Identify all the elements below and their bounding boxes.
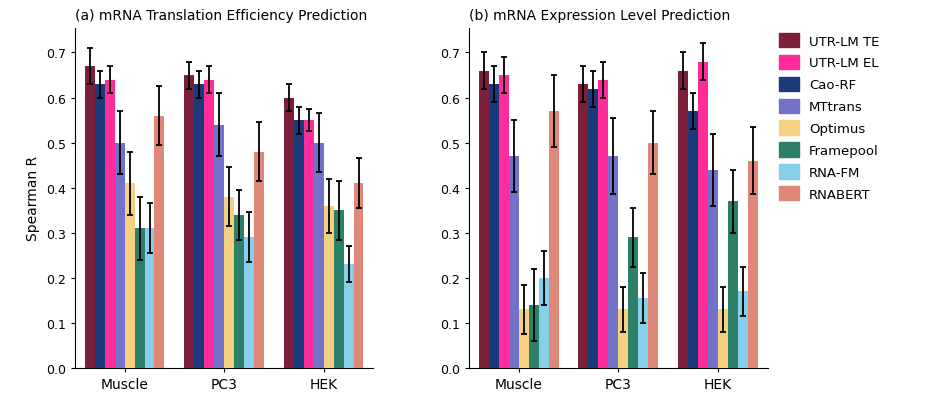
Bar xyxy=(85,67,95,368)
Bar xyxy=(718,310,727,368)
Bar xyxy=(105,80,115,368)
Bar xyxy=(324,206,333,368)
Bar xyxy=(294,121,304,368)
Bar xyxy=(519,310,529,368)
Bar xyxy=(578,85,589,368)
Bar xyxy=(184,76,195,368)
Bar xyxy=(698,62,708,368)
Bar xyxy=(708,170,718,368)
Bar xyxy=(144,229,154,368)
Text: (a) mRNA Translation Efficiency Prediction: (a) mRNA Translation Efficiency Predicti… xyxy=(75,9,367,23)
Bar xyxy=(648,143,658,368)
Bar xyxy=(344,265,354,368)
Bar xyxy=(548,112,559,368)
Bar xyxy=(538,278,548,368)
Bar xyxy=(115,143,124,368)
Bar xyxy=(244,238,254,368)
Bar xyxy=(628,238,638,368)
Bar xyxy=(254,152,264,368)
Bar xyxy=(304,121,314,368)
Bar xyxy=(509,157,519,368)
Bar xyxy=(224,197,234,368)
Y-axis label: Spearman R: Spearman R xyxy=(26,156,40,241)
Bar xyxy=(688,112,698,368)
Bar xyxy=(333,211,344,368)
Bar xyxy=(489,85,499,368)
Bar xyxy=(598,80,608,368)
Bar xyxy=(195,85,204,368)
Bar xyxy=(284,98,294,368)
Bar xyxy=(354,184,363,368)
Bar xyxy=(214,125,224,368)
Bar xyxy=(727,202,738,368)
Bar xyxy=(529,305,538,368)
Bar xyxy=(479,71,489,368)
Bar xyxy=(95,85,105,368)
Bar xyxy=(154,116,165,368)
Bar xyxy=(748,161,757,368)
Text: (b) mRNA Expression Level Prediction: (b) mRNA Expression Level Prediction xyxy=(469,9,730,23)
Bar xyxy=(589,89,598,368)
Bar xyxy=(638,299,648,368)
Bar xyxy=(314,143,324,368)
Bar xyxy=(204,80,214,368)
Bar xyxy=(608,157,619,368)
Bar xyxy=(619,310,628,368)
Bar xyxy=(678,71,688,368)
Bar xyxy=(135,229,144,368)
Bar xyxy=(124,184,135,368)
Legend: UTR-LM TE, UTR-LM EL, Cao-RF, MTtrans, Optimus, Framepool, RNA-FM, RNABERT: UTR-LM TE, UTR-LM EL, Cao-RF, MTtrans, O… xyxy=(773,29,885,207)
Bar xyxy=(234,215,244,368)
Bar xyxy=(738,292,748,368)
Bar xyxy=(499,76,509,368)
